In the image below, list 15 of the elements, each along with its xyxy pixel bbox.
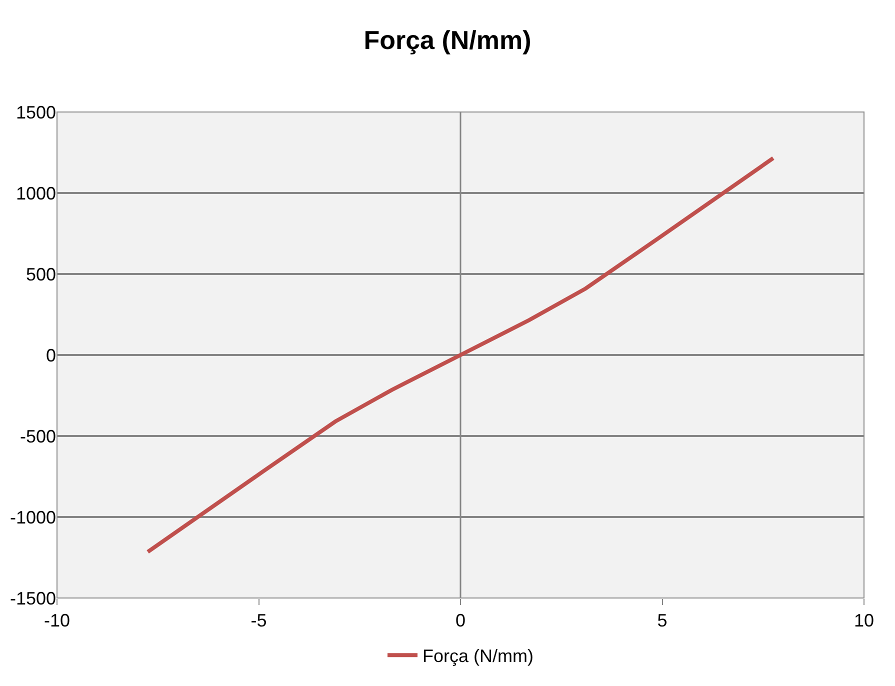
y-tick-label: 1500 <box>16 102 56 122</box>
y-tick-label: -1500 <box>10 588 56 608</box>
x-tick-label: 0 <box>455 610 466 631</box>
y-tick-label: -500 <box>20 426 56 446</box>
chart-title: Força (N/mm) <box>364 25 532 56</box>
x-tick-label: -10 <box>44 610 70 631</box>
y-tick-label: 500 <box>26 264 56 284</box>
x-tick-label: 5 <box>657 610 668 631</box>
line-series <box>146 156 776 554</box>
x-tick-label: -5 <box>250 610 267 631</box>
y-tick-label: 0 <box>46 345 56 366</box>
y-tick-label: -1000 <box>10 507 56 528</box>
y-tick-label: 1000 <box>16 183 56 204</box>
legend-label: Força (N/mm) <box>422 646 534 666</box>
x-tick-label: 10 <box>854 610 874 631</box>
